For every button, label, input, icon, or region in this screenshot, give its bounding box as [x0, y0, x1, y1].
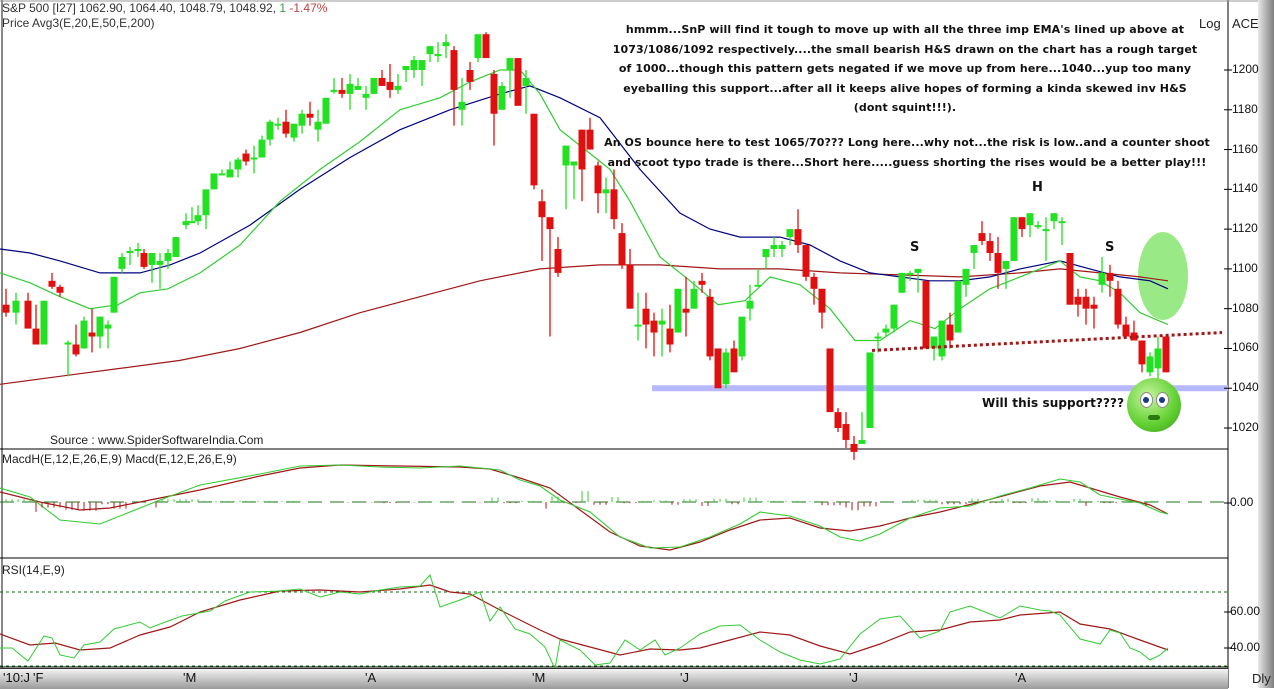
price-tick: 1180: [1232, 101, 1258, 116]
price-tick: 1140: [1232, 181, 1258, 196]
periodicity-label[interactable]: Dly: [1252, 671, 1271, 686]
price-tick: 1120: [1232, 221, 1258, 236]
month-label: 'A: [1015, 670, 1027, 685]
source-label: Source : www.SpiderSoftwareIndia.Com: [50, 433, 264, 447]
head-label: H: [1032, 180, 1043, 195]
month-label: '10:J: [3, 670, 31, 685]
worried-smiley-icon: [1127, 378, 1181, 432]
change-abs: 1: [279, 1, 287, 15]
month-label: 'A: [365, 670, 377, 685]
analysis-note-2: An OS bounce here to test 1065/70??? Lon…: [604, 136, 1210, 169]
month-label: 'F: [33, 670, 44, 685]
price-tick: 1100: [1232, 260, 1258, 275]
rsi-label: RSI(14,E,9): [2, 563, 65, 577]
change-pct: -1.47%: [289, 1, 328, 15]
price-tick: 1040: [1232, 380, 1259, 395]
price-tick: 1160: [1232, 141, 1258, 156]
left-shoulder-label: S: [910, 240, 920, 255]
support-question: Will this support????: [982, 396, 1125, 410]
log-scale-toggle[interactable]: Log: [1199, 16, 1221, 31]
price-tick: 1020: [1232, 420, 1259, 435]
price-tick: 1200: [1232, 62, 1259, 76]
right-shoulder-label: S: [1105, 240, 1115, 255]
price-tick: 1080: [1232, 300, 1259, 315]
right-shade: [1258, 0, 1274, 688]
symbol-line: S&P 500 [I27] 1062.90, 1064.40, 1048.79,…: [2, 1, 277, 15]
indicator-label: Price Avg3(E,20,E,50,E,200): [2, 16, 155, 30]
time-axis[interactable]: [0, 668, 1228, 689]
price-tick: 1060: [1232, 340, 1259, 355]
indicator-tick: 0.00: [1230, 495, 1254, 509]
macd-label: MacdH(E,12,E,26,E,9) Macd(E,12,E,26,E,9): [2, 452, 237, 466]
indicator-tick: 60.00: [1230, 604, 1261, 618]
analysis-note-1: hmmm...SnP will find it tough to move up…: [612, 23, 1198, 114]
ace-label[interactable]: ACE: [1232, 16, 1259, 31]
month-label: 'M: [532, 670, 546, 685]
indicator-tick: 40.00: [1230, 640, 1261, 654]
month-label: 'M: [183, 670, 197, 685]
month-label: 'J: [680, 670, 689, 685]
month-label: 'J: [849, 670, 858, 685]
symbol-header: S&P 500 [I27] 1062.90, 1064.40, 1048.79,…: [2, 1, 327, 15]
